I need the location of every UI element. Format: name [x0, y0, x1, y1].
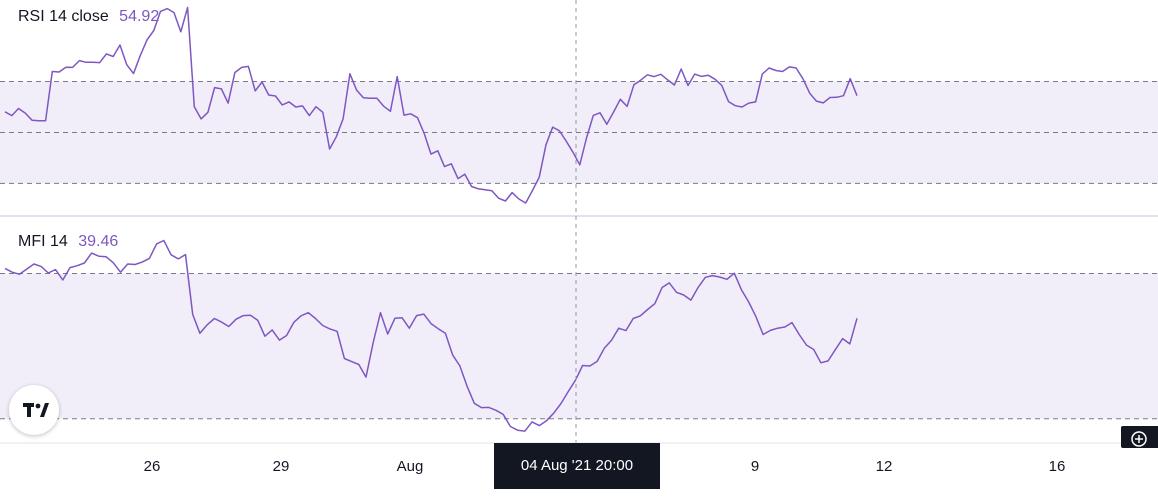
crosshair-time-label: 04 Aug '21 20:00	[494, 443, 660, 489]
mfi-series-line	[4, 239, 858, 432]
mfi-legend-value: 39.46	[78, 233, 119, 250]
rsi-series-line	[4, 6, 858, 204]
mfi-pane	[0, 239, 1158, 432]
zoom-plus-icon[interactable]	[1121, 426, 1158, 448]
rsi-legend[interactable]: RSI 14 close 54.92	[18, 8, 159, 26]
rsi-legend-label: RSI 14 close	[18, 8, 109, 25]
mfi-legend-label: MFI 14	[18, 233, 68, 250]
tradingview-logo-icon[interactable]	[9, 385, 59, 435]
time-axis-tick-label: 26	[144, 458, 161, 475]
mfi-band-fill	[0, 273, 1158, 419]
rsi-pane	[0, 6, 1158, 204]
mfi-legend[interactable]: MFI 14 39.46	[18, 233, 118, 251]
time-axis-tick-label: 9	[751, 458, 759, 475]
rsi-legend-value: 54.92	[119, 8, 160, 25]
time-axis-tick-label: Aug	[397, 458, 424, 475]
time-axis-tick-label: 29	[273, 458, 290, 475]
time-axis-tick-label: 12	[876, 458, 893, 475]
time-axis-tick-label: 16	[1049, 458, 1066, 475]
